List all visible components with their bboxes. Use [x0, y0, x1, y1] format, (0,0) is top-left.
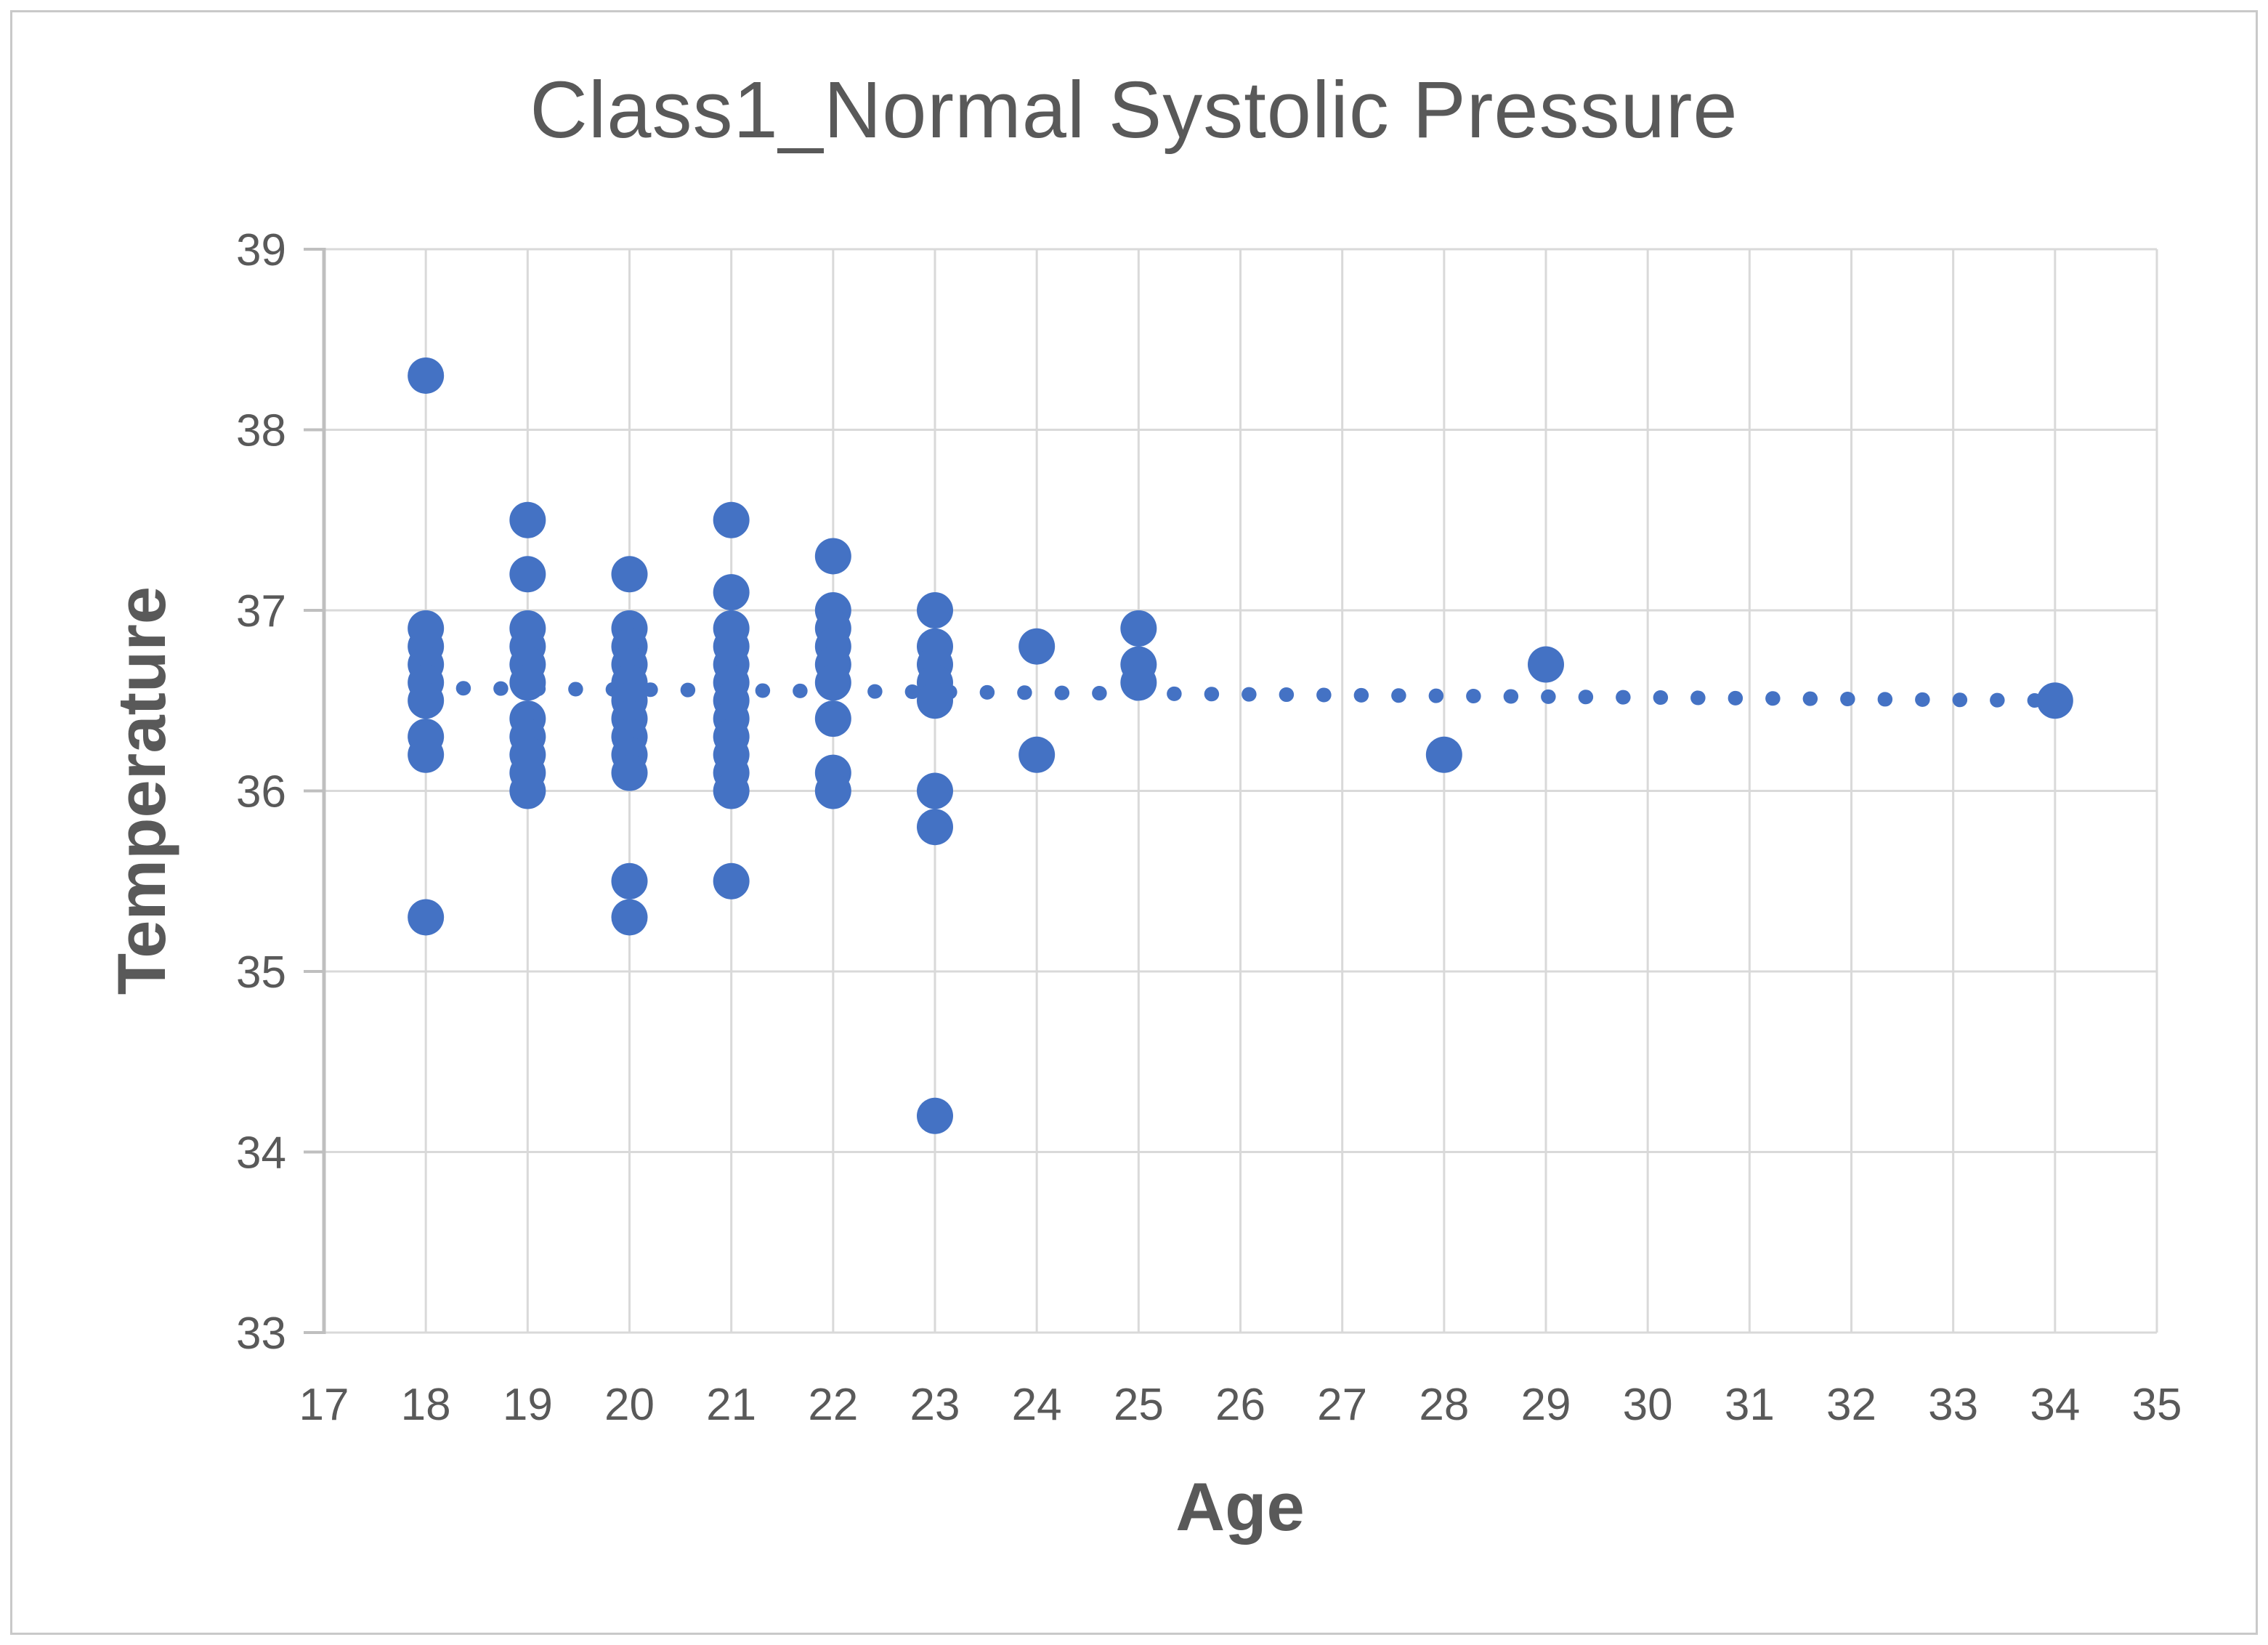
- data-point: [408, 682, 445, 719]
- x-tick-label: 35: [2132, 1380, 2182, 1430]
- data-point: [2036, 682, 2073, 719]
- x-tick-label: 25: [1114, 1380, 1164, 1430]
- data-point: [1120, 610, 1157, 647]
- data-point: [509, 501, 546, 538]
- data-point: [408, 899, 445, 936]
- data-point: [713, 862, 750, 900]
- data-point: [713, 501, 750, 538]
- data-point: [814, 772, 851, 809]
- x-tick-label: 32: [1826, 1380, 1876, 1430]
- data-point: [611, 899, 648, 936]
- y-tick-label: 38: [236, 406, 286, 456]
- data-point: [814, 664, 851, 701]
- x-tick-label: 34: [2030, 1380, 2080, 1430]
- chart-border-frame: [10, 10, 2258, 1635]
- data-point: [611, 862, 648, 900]
- y-tick-label: 33: [236, 1309, 286, 1359]
- data-point: [509, 664, 546, 701]
- x-tick-label: 26: [1215, 1380, 1265, 1430]
- data-point: [1018, 628, 1056, 665]
- y-tick-label: 36: [236, 767, 286, 817]
- y-tick-label: 39: [236, 225, 286, 275]
- data-point: [1425, 736, 1462, 773]
- chart-title: Class1_Normal Systolic Pressure: [530, 65, 1738, 155]
- data-point: [509, 556, 546, 593]
- x-tick-label: 29: [1521, 1380, 1571, 1430]
- x-axis-title: Age: [1175, 1468, 1305, 1545]
- data-point: [917, 1097, 953, 1134]
- y-tick-label: 35: [236, 947, 286, 998]
- data-point: [814, 700, 851, 737]
- data-point: [611, 556, 648, 593]
- data-point: [1018, 736, 1056, 773]
- x-tick-label: 31: [1725, 1380, 1775, 1430]
- data-point: [917, 682, 953, 719]
- data-point: [917, 592, 953, 629]
- x-tick-label: 21: [706, 1380, 756, 1430]
- x-tick-label: 22: [808, 1380, 858, 1430]
- x-tick-label: 28: [1419, 1380, 1469, 1430]
- data-point: [408, 357, 445, 394]
- data-point: [509, 772, 546, 809]
- y-tick-label: 37: [236, 586, 286, 636]
- x-tick-label: 24: [1012, 1380, 1062, 1430]
- x-tick-label: 20: [604, 1380, 655, 1430]
- data-point: [713, 772, 750, 809]
- data-point: [1120, 664, 1157, 701]
- x-tick-label: 19: [503, 1380, 553, 1430]
- data-point: [917, 772, 953, 809]
- data-point: [408, 736, 445, 773]
- data-point: [814, 538, 851, 575]
- data-point: [917, 809, 953, 846]
- x-tick-label: 23: [910, 1380, 960, 1430]
- data-point: [713, 574, 750, 611]
- x-tick-label: 33: [1928, 1380, 1978, 1430]
- x-tick-label: 17: [299, 1380, 349, 1430]
- x-tick-label: 18: [401, 1380, 451, 1430]
- x-tick-label: 30: [1623, 1380, 1673, 1430]
- data-point: [611, 754, 648, 791]
- data-point: [1528, 646, 1564, 683]
- x-tick-label: 27: [1317, 1380, 1367, 1430]
- y-tick-label: 34: [236, 1128, 286, 1179]
